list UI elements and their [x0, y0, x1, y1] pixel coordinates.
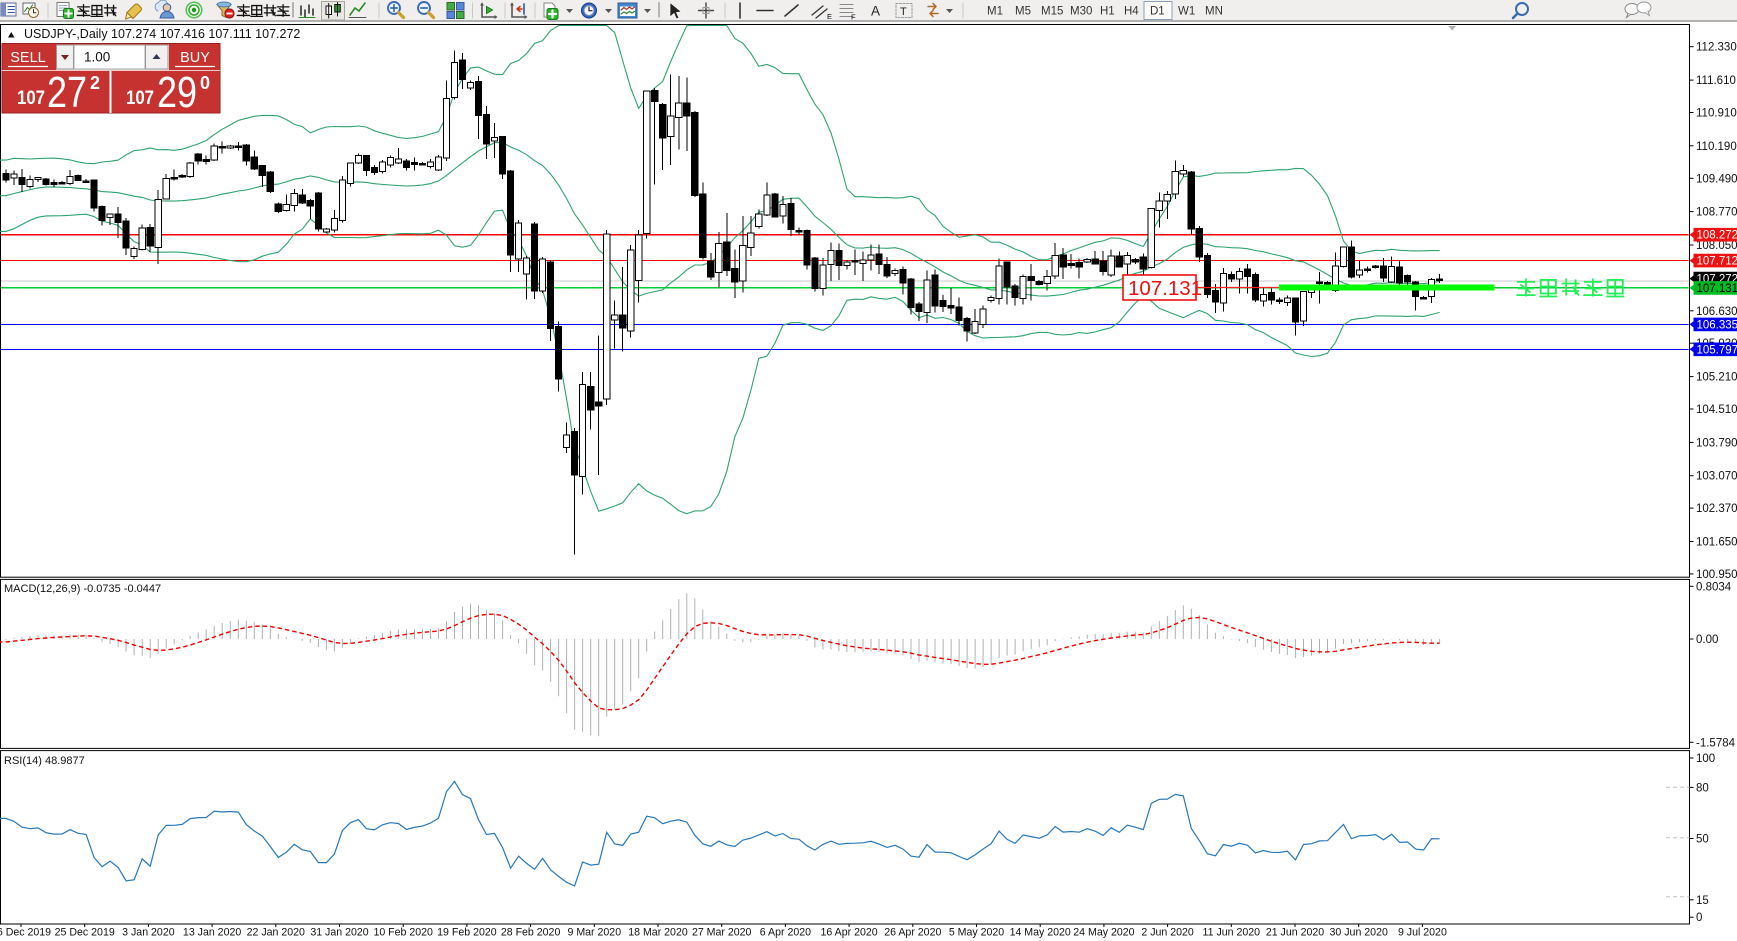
- svg-text:1.00: 1.00: [84, 50, 110, 65]
- svg-text:MN: MN: [1205, 6, 1223, 18]
- svg-text:0.00: 0.00: [1696, 634, 1718, 646]
- svg-text:31 Jan 2020: 31 Jan 2020: [310, 927, 368, 939]
- svg-text:W1: W1: [1178, 6, 1195, 18]
- svg-text:USDJPY-,Daily 107.274 107.416: USDJPY-,Daily 107.274 107.416 107.111 10…: [24, 27, 300, 41]
- svg-text:F: F: [851, 13, 856, 22]
- svg-text:2: 2: [90, 73, 100, 93]
- svg-text:110.910: 110.910: [1696, 108, 1737, 120]
- svg-text:T: T: [900, 6, 907, 18]
- svg-text:9 Mar 2020: 9 Mar 2020: [568, 927, 622, 939]
- svg-text:105.210: 105.210: [1696, 372, 1737, 384]
- svg-text:18 Mar 2020: 18 Mar 2020: [628, 927, 688, 939]
- svg-text:102.370: 102.370: [1696, 503, 1737, 515]
- svg-text:25 Dec 2019: 25 Dec 2019: [55, 927, 115, 939]
- svg-text:10 Feb 2020: 10 Feb 2020: [373, 927, 433, 939]
- svg-text:D1: D1: [1150, 6, 1165, 18]
- svg-text:27 Mar 2020: 27 Mar 2020: [692, 927, 752, 939]
- svg-text:16 Dec 2019: 16 Dec 2019: [0, 927, 51, 939]
- svg-text:26 Apr 2020: 26 Apr 2020: [884, 927, 941, 939]
- svg-text:30 Jun 2020: 30 Jun 2020: [1330, 927, 1388, 939]
- svg-text:107.131: 107.131: [1697, 283, 1737, 295]
- svg-text:105.797: 105.797: [1697, 344, 1737, 356]
- svg-text:101.650: 101.650: [1696, 537, 1737, 549]
- svg-text:109.490: 109.490: [1696, 173, 1737, 185]
- svg-text:19 Feb 2020: 19 Feb 2020: [437, 927, 497, 939]
- svg-text:11 Jun 2020: 11 Jun 2020: [1203, 927, 1261, 939]
- svg-text:SELL: SELL: [10, 50, 45, 66]
- svg-text:9 Jul 2020: 9 Jul 2020: [1398, 927, 1447, 939]
- svg-text:-1.5784: -1.5784: [1696, 737, 1736, 749]
- svg-text:BUY: BUY: [180, 50, 210, 66]
- svg-text:13 Jan 2020: 13 Jan 2020: [183, 927, 241, 939]
- svg-text:0: 0: [200, 73, 210, 93]
- svg-text:107.131: 107.131: [1128, 277, 1202, 300]
- svg-text:M1: M1: [987, 6, 1003, 18]
- svg-text:3 Jan 2020: 3 Jan 2020: [122, 927, 175, 939]
- svg-text:M30: M30: [1070, 6, 1092, 18]
- svg-text:M5: M5: [1015, 6, 1031, 18]
- svg-text:24 May 2020: 24 May 2020: [1073, 927, 1134, 939]
- svg-text:29: 29: [157, 68, 197, 117]
- svg-text:14 May 2020: 14 May 2020: [1010, 927, 1071, 939]
- svg-text:106.335: 106.335: [1697, 319, 1737, 331]
- svg-text:107.712: 107.712: [1697, 256, 1737, 268]
- svg-text:50: 50: [1696, 834, 1709, 846]
- svg-text:0: 0: [1696, 912, 1702, 924]
- svg-text:16 Apr 2020: 16 Apr 2020: [821, 927, 878, 939]
- svg-text:E: E: [827, 12, 832, 21]
- svg-text:106.630: 106.630: [1696, 306, 1737, 318]
- svg-text:110.190: 110.190: [1696, 141, 1737, 153]
- svg-text:22 Jan 2020: 22 Jan 2020: [247, 927, 305, 939]
- svg-text:103.790: 103.790: [1696, 437, 1737, 449]
- svg-text:80: 80: [1696, 782, 1709, 794]
- svg-text:6 Apr 2020: 6 Apr 2020: [760, 927, 811, 939]
- svg-text:A: A: [871, 4, 880, 19]
- svg-text:RSI(14) 48.9877: RSI(14) 48.9877: [4, 755, 85, 767]
- svg-text:108.272: 108.272: [1697, 230, 1737, 242]
- svg-text:0.8034: 0.8034: [1696, 581, 1732, 593]
- svg-text:2 Jun 2020: 2 Jun 2020: [1141, 927, 1194, 939]
- svg-text:103.070: 103.070: [1696, 471, 1737, 483]
- svg-text:H4: H4: [1124, 6, 1139, 18]
- svg-text:107: 107: [17, 88, 45, 109]
- svg-text:MACD(12,26,9) -0.0735 -0.0447: MACD(12,26,9) -0.0735 -0.0447: [4, 583, 161, 595]
- svg-text:5 May 2020: 5 May 2020: [949, 927, 1004, 939]
- svg-text:27: 27: [47, 68, 87, 117]
- svg-text:112.330: 112.330: [1696, 42, 1737, 54]
- svg-text:H1: H1: [1100, 6, 1115, 18]
- svg-text:15: 15: [1696, 895, 1709, 907]
- svg-text:100: 100: [1696, 753, 1715, 765]
- svg-text:100.950: 100.950: [1696, 569, 1737, 581]
- svg-text:107: 107: [126, 88, 154, 109]
- svg-text:28 Feb 2020: 28 Feb 2020: [501, 927, 561, 939]
- svg-text:104.510: 104.510: [1696, 404, 1737, 416]
- svg-text:111.610: 111.610: [1696, 75, 1736, 87]
- svg-text:108.050: 108.050: [1696, 240, 1737, 252]
- svg-text:21 Jun 2020: 21 Jun 2020: [1266, 927, 1324, 939]
- svg-text:M15: M15: [1041, 6, 1063, 18]
- svg-text:108.770: 108.770: [1696, 207, 1737, 219]
